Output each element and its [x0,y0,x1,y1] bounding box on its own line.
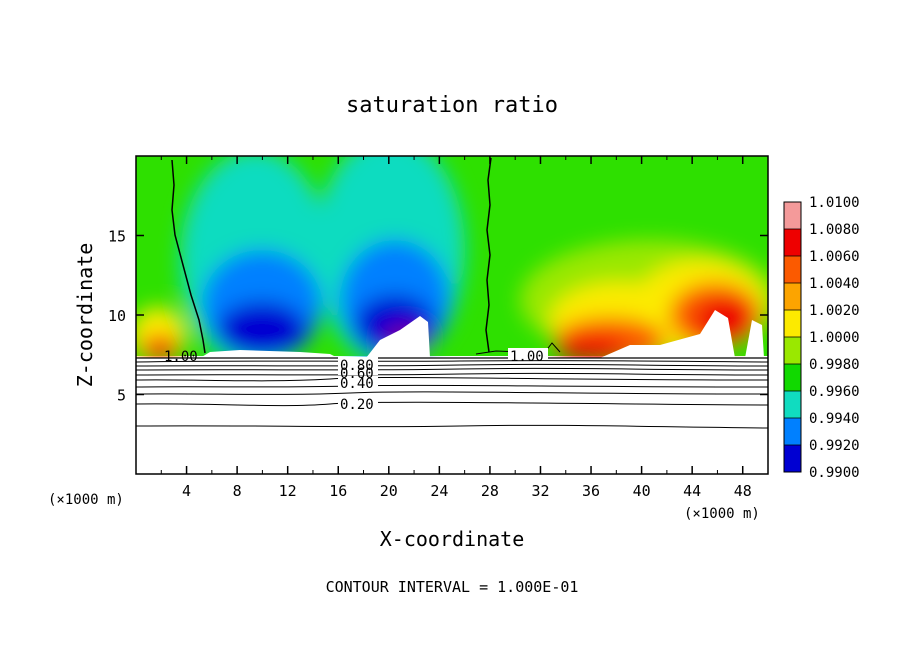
label-backdrop [508,348,548,359]
x-tick-label: 20 [380,482,398,500]
x-tick-label: 44 [683,482,701,500]
colorbar-label: 1.0100 [809,195,860,211]
blob [142,336,178,360]
contour-line [135,424,769,429]
contour-line [485,157,492,353]
contour-line [135,367,769,371]
contour-line [135,363,769,367]
colorbar-label: 0.9900 [809,465,860,481]
x-tick-label: 28 [481,482,499,500]
colorbar-label: 1.0060 [809,249,860,265]
contour-line [135,391,769,395]
colorbar-label: 0.9940 [809,411,860,427]
label-backdrop [338,377,378,387]
contour-line [135,360,769,363]
colorbar-label: 0.9960 [809,384,860,400]
colorbar-swatch [784,310,801,338]
contour-interval-note: CONTOUR INTERVAL = 1.000E-01 [326,578,579,596]
x-unit-left: (×1000 m) [48,492,124,508]
colorbar-label: 1.0020 [809,303,860,319]
blob [555,336,625,360]
x-tick-label: 12 [279,482,297,500]
x-axis-title: X-coordinate [380,527,525,551]
colorbar-swatch [784,364,801,392]
colorbar-swatch [784,256,801,284]
colorbar-swatch [784,418,801,446]
x-axis: 4 8 12 16 20 24 28 32 36 40 44 48 [160,156,752,500]
colorbar-swatch [784,202,801,230]
white-gaps [200,310,764,358]
white-gap [745,320,764,358]
white-gap [600,310,735,358]
colorbar-swatch [784,445,801,473]
x-tick-label: 32 [531,482,549,500]
x-unit-right: (×1000 m) [684,506,760,522]
contour-label: 0.80 [340,358,374,374]
y-axis-title: Z-coordinate [73,243,97,388]
x-tick-label: 36 [582,482,600,500]
colorbar-label: 0.9920 [809,438,860,454]
contour-line [171,159,206,354]
colorbar-label: 1.0080 [809,222,860,238]
contour-line [135,372,769,376]
white-gap [366,316,430,358]
colorbar: 1.0100 1.0080 1.0060 1.0040 1.0020 1.0000 0.99… [783,195,860,481]
colorbar-label: 0.9980 [809,357,860,373]
y-tick-label: 5 [117,387,126,405]
colorbar-swatch [784,283,801,311]
contour-label: 0.60 [340,366,374,382]
lower-region [136,358,768,474]
blob [217,302,307,358]
y-axis: 5 10 15 [108,228,768,405]
white-gap [200,350,338,358]
contour-label: 0.40 [340,376,374,392]
contour-label: 0.20 [340,397,374,413]
label-backdrop [338,366,378,375]
colorbar-swatch [784,229,801,257]
colorbar-swatch [784,337,801,365]
label-backdrop [338,398,378,410]
x-tick-label: 8 [233,482,242,500]
x-tick-label: 48 [734,482,752,500]
y-tick-label: 15 [108,228,126,246]
colorbar-label: 1.0040 [809,276,860,292]
y-tick-label: 10 [108,307,126,325]
colorbar-label: 1.0000 [809,330,860,346]
contour-label: 1.00 [164,349,198,365]
x-tick-label: 4 [182,482,191,500]
x-tick-label: 24 [430,482,448,500]
label-backdrop [338,357,378,366]
saturation-field [136,156,768,370]
x-tick-label: 16 [329,482,347,500]
x-tick-label: 40 [633,482,651,500]
chart-title: saturation ratio [346,93,558,118]
contour-label: 1.00 [510,349,544,365]
colorbar-swatch [784,391,801,419]
